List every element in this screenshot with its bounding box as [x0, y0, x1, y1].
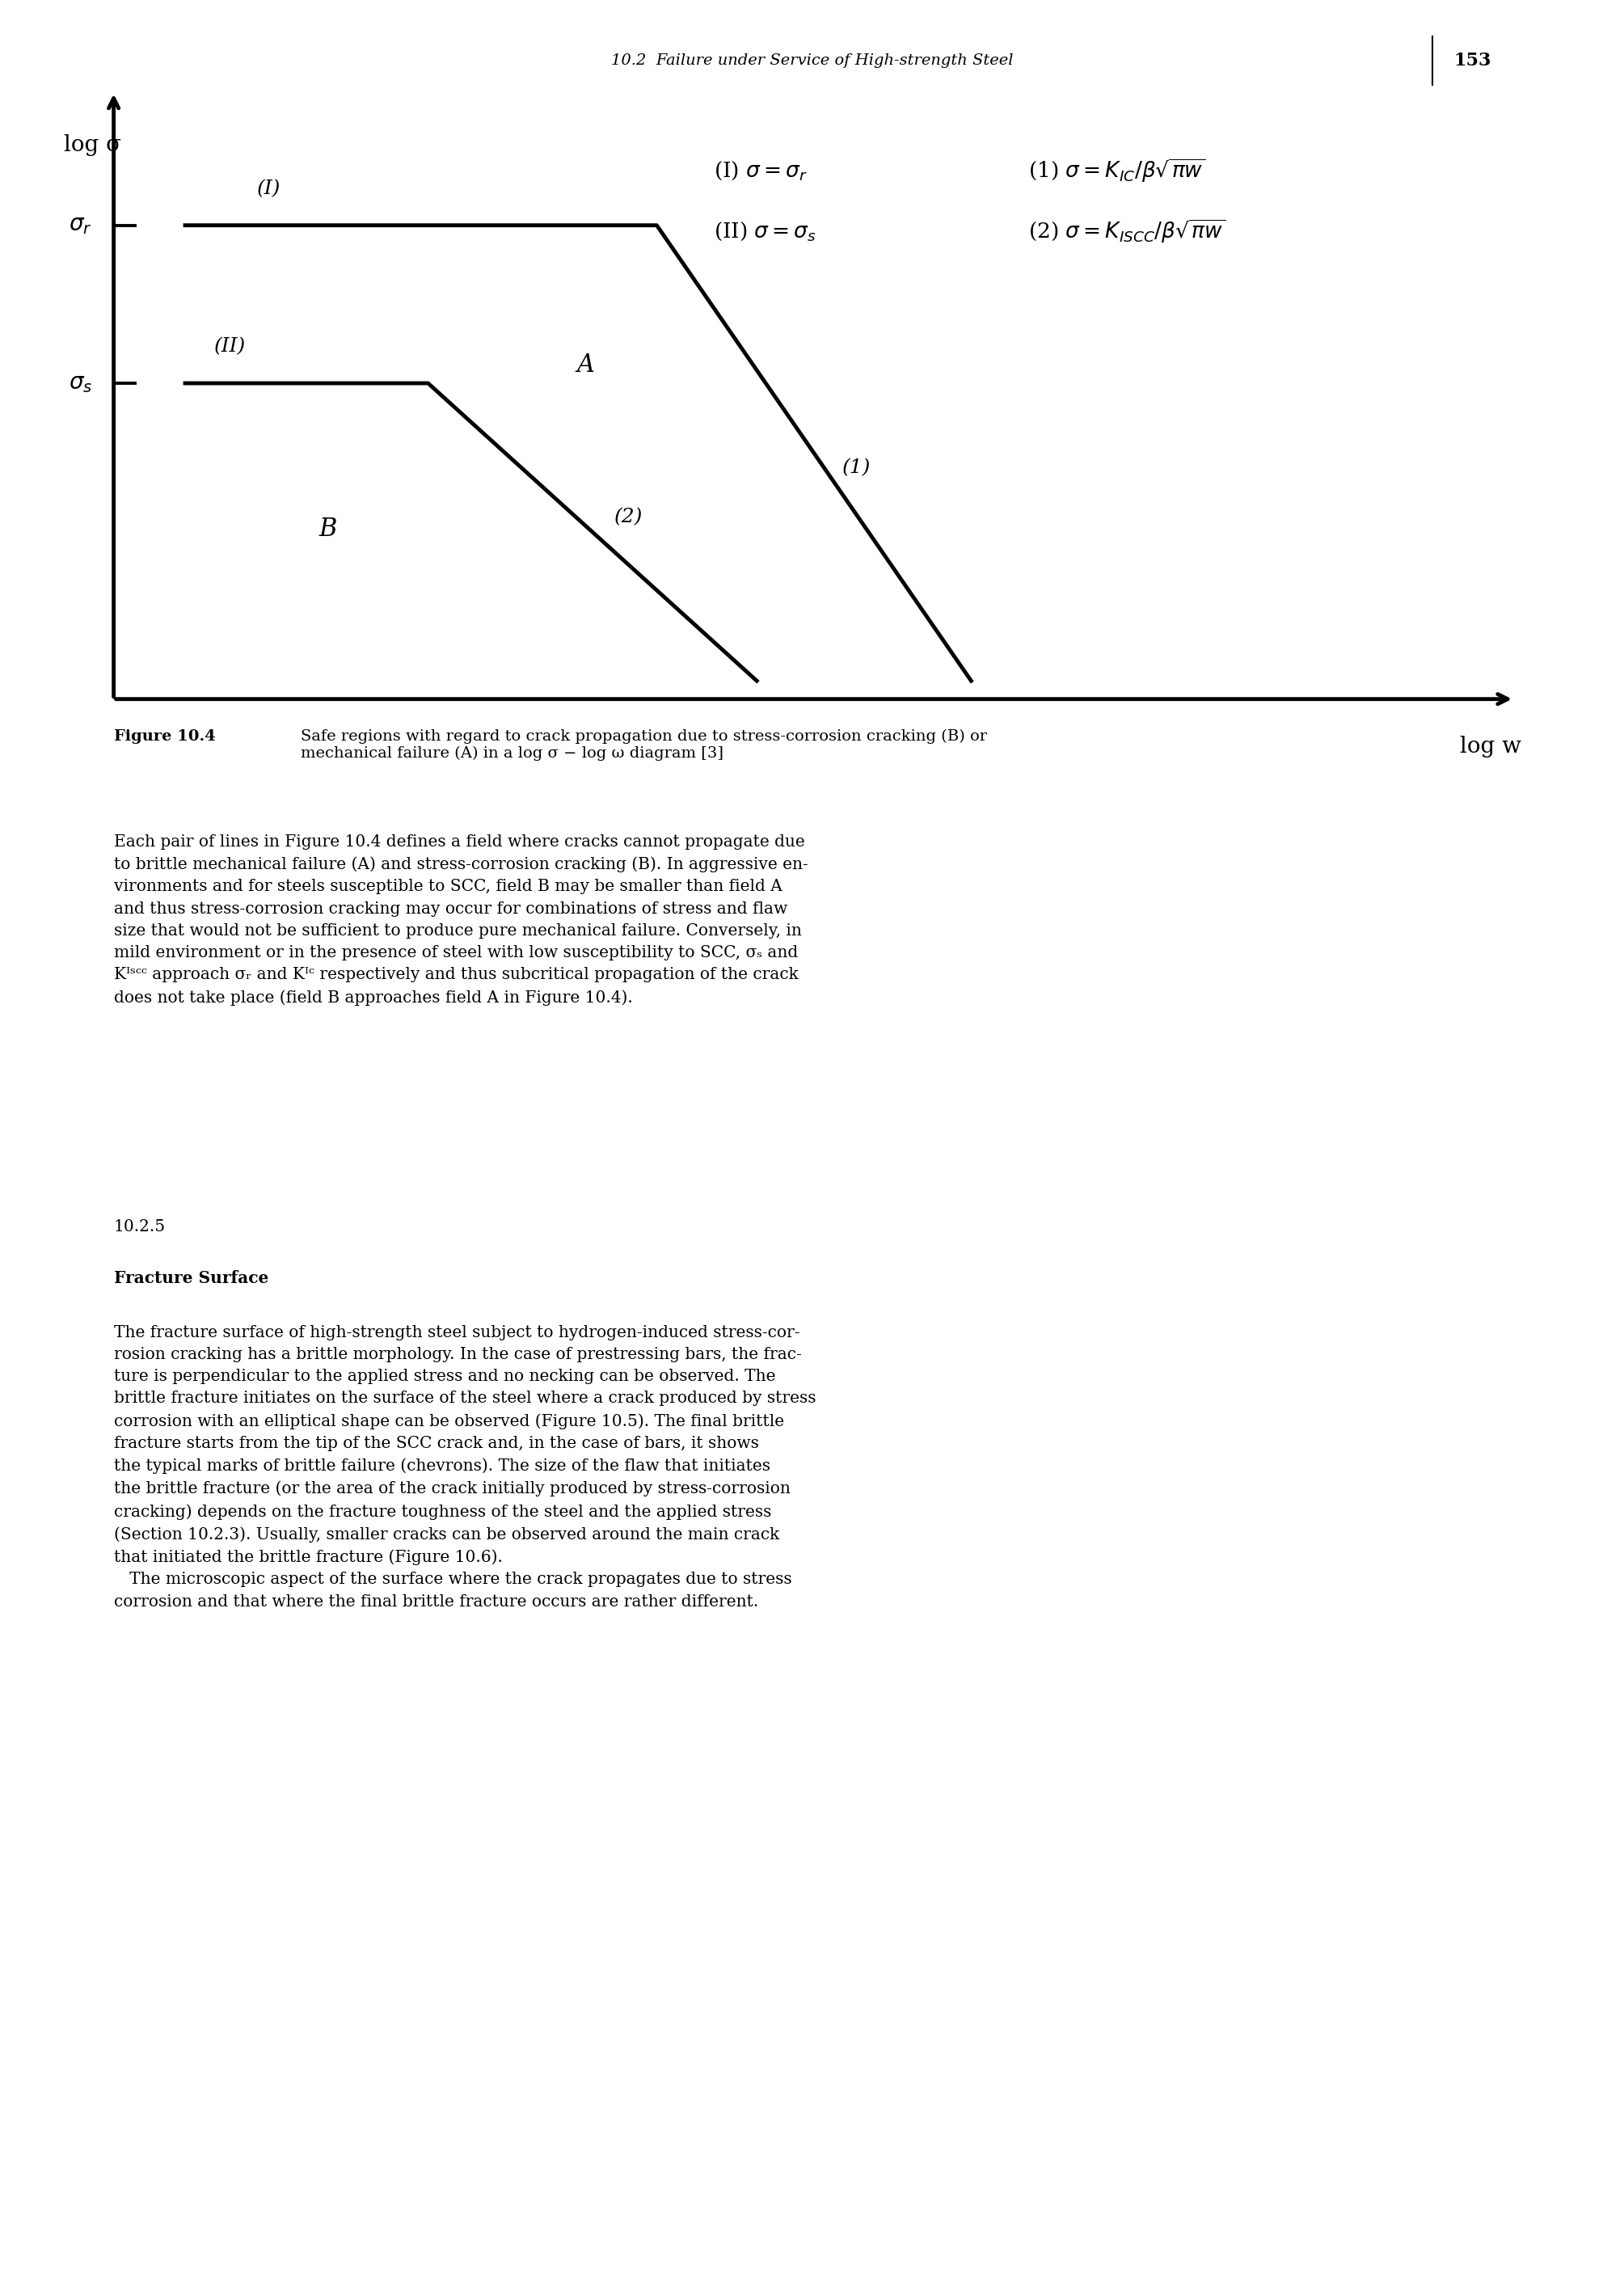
- Text: log w: log w: [1460, 736, 1522, 756]
- Text: A: A: [577, 353, 594, 378]
- Text: (2): (2): [614, 507, 643, 527]
- Text: (1): (1): [843, 458, 870, 477]
- Text: The fracture surface of high-strength steel subject to hydrogen-induced stress-c: The fracture surface of high-strength st…: [114, 1325, 815, 1609]
- Text: 10.2  Failure under Service of High-strength Steel: 10.2 Failure under Service of High-stren…: [611, 53, 1013, 69]
- Text: Fracture Surface: Fracture Surface: [114, 1270, 268, 1286]
- Text: log σ: log σ: [63, 135, 122, 156]
- Text: Figure 10.4: Figure 10.4: [114, 729, 216, 743]
- Text: B: B: [318, 516, 338, 541]
- Text: (2) $\sigma = K_{ISCC}/\beta\sqrt{\pi w}$: (2) $\sigma = K_{ISCC}/\beta\sqrt{\pi w}…: [1028, 218, 1226, 245]
- Text: $\sigma_s$: $\sigma_s$: [68, 371, 93, 394]
- Text: (II) $\sigma = \sigma_s$: (II) $\sigma = \sigma_s$: [715, 220, 817, 243]
- Text: (I) $\sigma = \sigma_r$: (I) $\sigma = \sigma_r$: [715, 160, 807, 181]
- Text: (II): (II): [214, 337, 245, 355]
- Text: 153: 153: [1453, 53, 1491, 69]
- Text: Safe regions with regard to crack propagation due to stress-corrosion cracking (: Safe regions with regard to crack propag…: [300, 729, 987, 761]
- Text: (I): (I): [257, 179, 281, 197]
- Text: $\sigma_r$: $\sigma_r$: [70, 215, 93, 236]
- Text: (1) $\sigma = K_{IC}/\beta\sqrt{\pi w}$: (1) $\sigma = K_{IC}/\beta\sqrt{\pi w}$: [1028, 158, 1207, 183]
- Text: Each pair of lines in Figure 10.4 defines a field where cracks cannot propagate : Each pair of lines in Figure 10.4 define…: [114, 834, 807, 1006]
- Text: 10.2.5: 10.2.5: [114, 1219, 166, 1235]
